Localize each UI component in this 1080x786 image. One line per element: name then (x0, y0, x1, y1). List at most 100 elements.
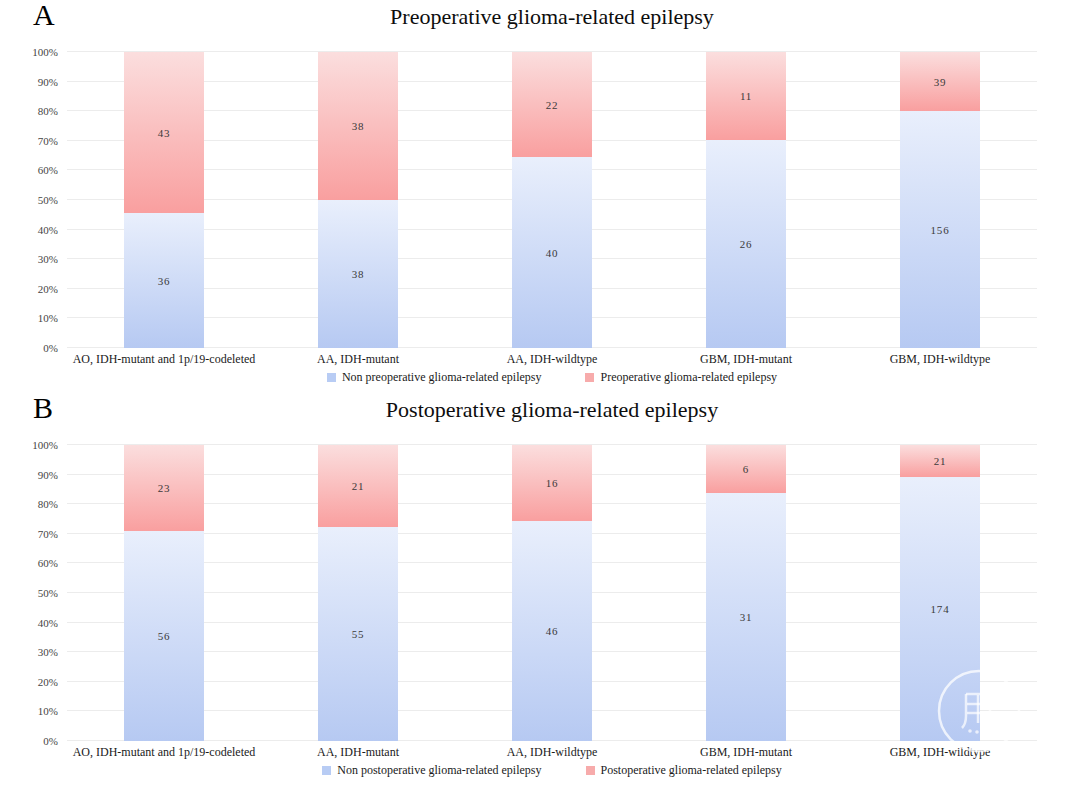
bar-value-label: 16 (546, 477, 559, 489)
y-tick-label: 70% (38, 528, 58, 539)
bar-value-label: 22 (546, 99, 559, 111)
bar-segment-epilepsy: 11 (706, 52, 786, 140)
bar-value-label: 43 (158, 127, 171, 139)
legend: Non postoperative glioma-related epileps… (67, 763, 1037, 778)
x-axis-label: AA, IDH-wildtype (455, 745, 649, 760)
bar-segment-epilepsy: 38 (318, 52, 398, 200)
x-axis-label: AA, IDH-mutant (261, 352, 455, 367)
bar-segment-non-epilepsy: 40 (512, 157, 592, 348)
x-axis-label: AA, IDH-mutant (261, 745, 455, 760)
chart-title: Postoperative glioma-related epilepsy (67, 397, 1037, 423)
x-axis-label: GBM, IDH-mutant (649, 745, 843, 760)
legend: Non preoperative glioma-related epilepsy… (67, 370, 1037, 385)
y-tick-label: 0% (43, 343, 58, 354)
bar-segment-epilepsy: 16 (512, 445, 592, 521)
bars: 23562155164663121174 (67, 445, 1037, 741)
bar-segment-non-epilepsy: 55 (318, 527, 398, 741)
stacked-bar: 6 31 (706, 445, 786, 741)
y-tick-label: 30% (38, 647, 58, 658)
legend-label: Non postoperative glioma-related epileps… (337, 763, 541, 778)
x-axis-label: GBM, IDH-mutant (649, 352, 843, 367)
bar-value-label: 6 (743, 463, 749, 475)
x-axis-labels: AO, IDH-mutant and 1p/19-codeletedAA, ID… (67, 352, 1037, 367)
legend-label: Postoperative glioma-related epilepsy (601, 763, 782, 778)
bar-value-label: 55 (352, 628, 365, 640)
stacked-bar: 1646 (512, 445, 592, 741)
bar-value-label: 46 (546, 625, 559, 637)
bar-value-label: 11 (740, 90, 752, 102)
bar-value-label: 21 (934, 455, 947, 467)
y-tick-label: 50% (38, 588, 58, 599)
y-tick-label: 80% (38, 499, 58, 510)
y-tick-label: 30% (38, 254, 58, 265)
legend-label: Non preoperative glioma-related epilepsy (342, 370, 542, 385)
bar-segment-epilepsy: 6 (706, 445, 786, 493)
x-axis-labels: AO, IDH-mutant and 1p/19-codeletedAA, ID… (67, 745, 1037, 760)
chart-panel-b: B Postoperative glioma-related epilepsy … (0, 393, 1080, 786)
x-axis-label: AA, IDH-wildtype (455, 352, 649, 367)
y-tick-label: 100% (32, 47, 58, 58)
legend-label: Preoperative glioma-related epilepsy (600, 370, 777, 385)
legend-item: Preoperative glioma-related epilepsy (585, 370, 777, 385)
bar-segment-non-epilepsy: 36 (124, 213, 204, 348)
bar-value-label: 38 (352, 120, 365, 132)
y-tick-label: 40% (38, 224, 58, 235)
bar-segment-epilepsy: 21 (318, 445, 398, 527)
bar-segment-non-epilepsy: 31 (706, 493, 786, 741)
y-tick-label: 20% (38, 676, 58, 687)
bar-value-label: 156 (931, 224, 950, 236)
panel-letter: B (33, 391, 53, 425)
plot-area: 0%10%20%30%40%50%60%70%80%90%100% 433638… (67, 52, 1037, 348)
bar-value-label: 23 (158, 482, 171, 494)
glioma-epilepsy-figure: A Preoperative glioma-related epilepsy 0… (0, 0, 1080, 786)
x-axis-label: AO, IDH-mutant and 1p/19-codeleted (67, 352, 261, 367)
y-tick-label: 60% (38, 558, 58, 569)
y-tick-label: 10% (38, 313, 58, 324)
legend-swatch-icon (322, 766, 331, 775)
bar-value-label: 39 (934, 76, 947, 88)
panel-letter: A (33, 0, 55, 32)
y-tick-label: 70% (38, 135, 58, 146)
bar-segment-epilepsy: 39 (900, 52, 980, 111)
y-tick-label: 90% (38, 469, 58, 480)
bar-value-label: 31 (740, 611, 753, 623)
y-tick-label: 60% (38, 165, 58, 176)
bar-segment-non-epilepsy: 174 (900, 477, 980, 741)
y-tick-label: 100% (32, 440, 58, 451)
bar-value-label: 26 (740, 238, 753, 250)
x-axis-label: GBM, IDH-wildtype (843, 352, 1037, 367)
legend-item: Postoperative glioma-related epilepsy (586, 763, 782, 778)
x-axis-label: GBM, IDH-wildtype (843, 745, 1037, 760)
chart-panel-a: A Preoperative glioma-related epilepsy 0… (0, 0, 1080, 393)
bar-value-label: 56 (158, 630, 171, 642)
bar-segment-non-epilepsy: 56 (124, 531, 204, 741)
bar-segment-epilepsy: 22 (512, 52, 592, 157)
stacked-bar: 38 38 (318, 52, 398, 348)
chart-title: Preoperative glioma-related epilepsy (67, 4, 1037, 30)
plot-area: 0%10%20%30%40%50%60%70%80%90%100% 235621… (67, 445, 1037, 741)
stacked-bar: 43 36 (124, 52, 204, 348)
bar-segment-non-epilepsy: 156 (900, 111, 980, 348)
bar-segment-non-epilepsy: 38 (318, 200, 398, 348)
bar-value-label: 36 (158, 275, 171, 287)
bar-segment-epilepsy: 23 (124, 445, 204, 531)
y-tick-label: 50% (38, 195, 58, 206)
bar-value-label: 38 (352, 268, 365, 280)
legend-item: Non postoperative glioma-related epileps… (322, 763, 541, 778)
bar-segment-non-epilepsy: 26 (706, 140, 786, 348)
legend-swatch-icon (585, 373, 594, 382)
y-tick-label: 0% (43, 736, 58, 747)
y-tick-label: 90% (38, 76, 58, 87)
bar-value-label: 21 (352, 480, 365, 492)
y-tick-label: 20% (38, 283, 58, 294)
bar-segment-non-epilepsy: 46 (512, 521, 592, 741)
bars: 43 36 38 38 22 40 11 26 39 156 (67, 52, 1037, 348)
stacked-bar: 22 40 (512, 52, 592, 348)
legend-swatch-icon (586, 766, 595, 775)
stacked-bar: 21 174 (900, 445, 980, 741)
y-tick-label: 40% (38, 617, 58, 628)
stacked-bar: 39 156 (900, 52, 980, 348)
stacked-bar: 23 56 (124, 445, 204, 741)
bar-value-label: 40 (546, 247, 559, 259)
bar-segment-epilepsy: 21 (900, 445, 980, 477)
